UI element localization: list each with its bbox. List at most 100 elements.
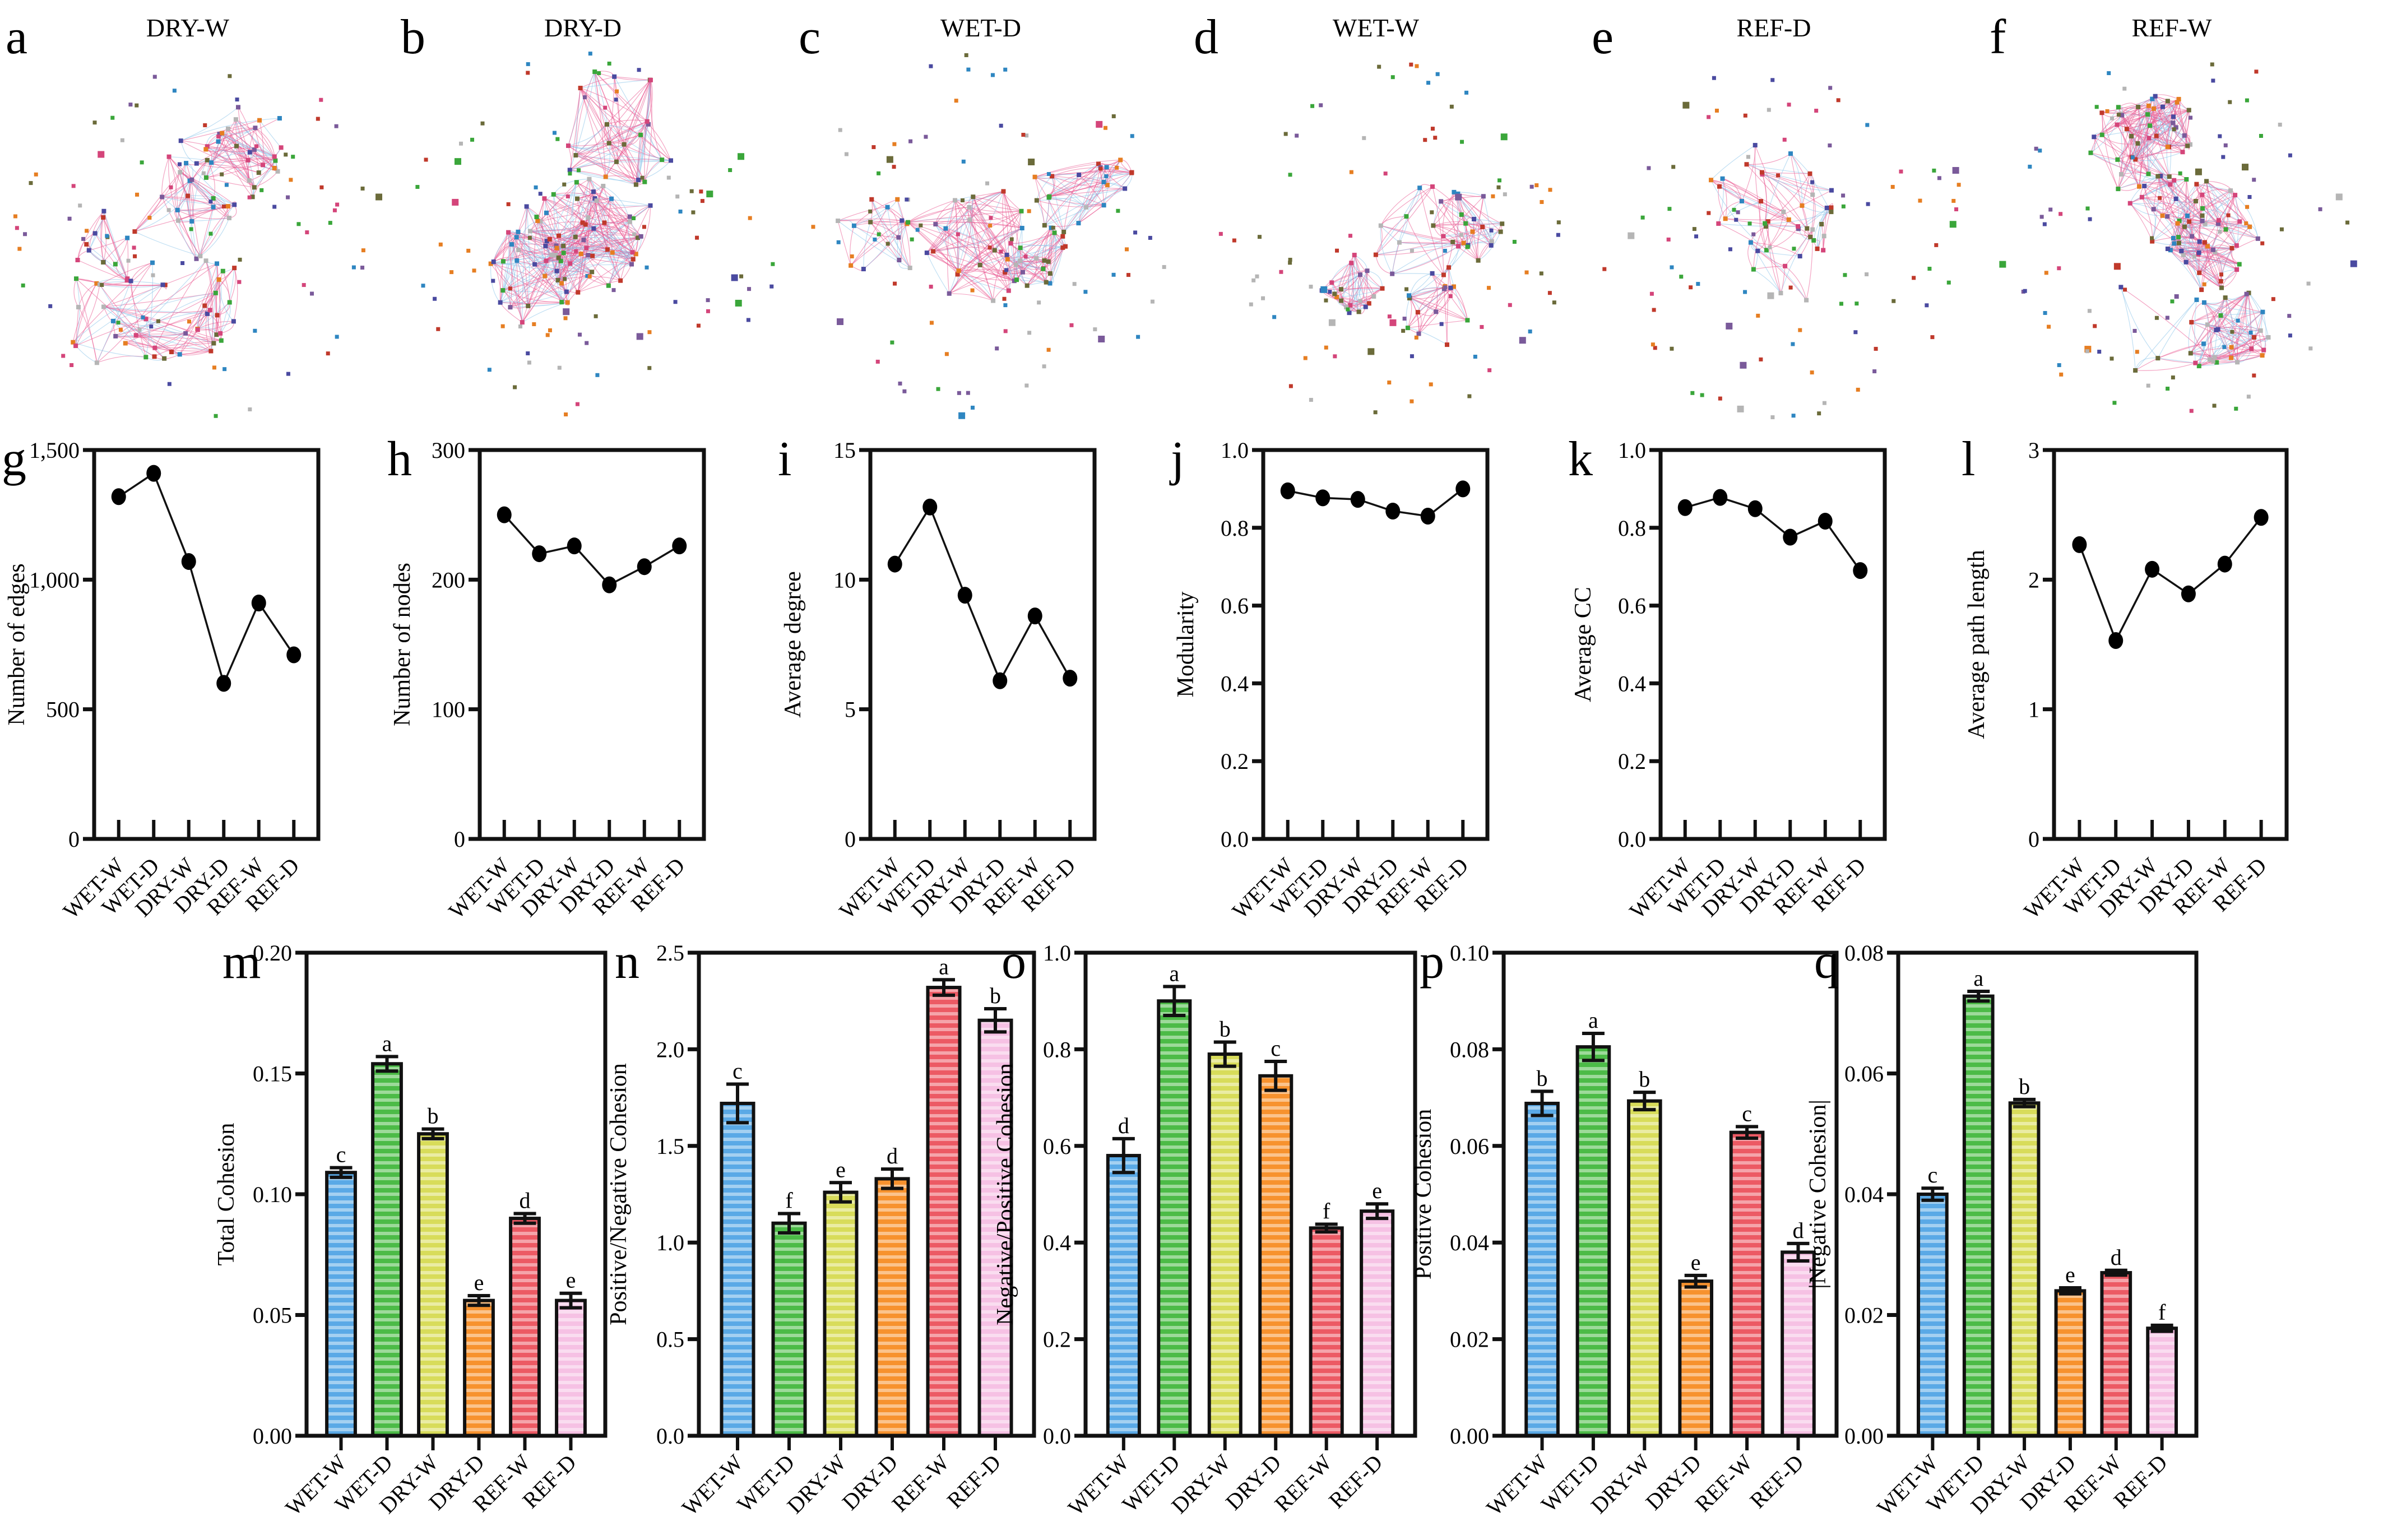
network-node: [1105, 183, 1110, 188]
network-node: [360, 266, 365, 270]
network-node: [1853, 330, 1858, 335]
positive-edge: [575, 80, 651, 156]
bar-hatch: [1630, 1102, 1659, 1434]
network-node: [2288, 333, 2292, 338]
network-node: [1344, 305, 1349, 310]
positive-edge: [2157, 176, 2180, 243]
positive-edge: [568, 145, 637, 185]
network-node: [1050, 174, 1055, 179]
network-node: [92, 231, 98, 236]
network-node: [2216, 221, 2221, 226]
bar-hatch: [2057, 1292, 2083, 1434]
positive-edge: [870, 221, 911, 268]
network-node: [1821, 234, 1826, 239]
network-node: [1556, 233, 1560, 237]
network-node: [2182, 224, 2187, 229]
y-tick-label: 1.0: [1043, 940, 1071, 966]
network-node: [1602, 267, 1607, 271]
network-node: [516, 229, 521, 234]
network-node: [861, 267, 866, 272]
negative-edge: [1392, 242, 1453, 275]
network-node: [2110, 116, 2114, 120]
positive-edge: [96, 355, 146, 363]
network-node: [335, 202, 340, 207]
network-node: [1464, 90, 1469, 95]
network-node: [319, 185, 324, 189]
network-node: [1670, 346, 1674, 351]
negative-edge: [2138, 106, 2149, 174]
positive-edge: [1750, 242, 1801, 257]
positive-edge: [180, 140, 259, 173]
network-node: [2146, 136, 2152, 141]
network-node: [2213, 249, 2218, 254]
network-node: [201, 171, 206, 175]
network-node: [645, 265, 649, 270]
network-node: [1498, 229, 1503, 234]
positive-edge: [558, 205, 651, 281]
significance-letter: c: [1742, 1101, 1752, 1126]
network-node: [2132, 328, 2137, 333]
positive-edge: [585, 224, 633, 253]
network-node: [203, 258, 208, 263]
network-node: [491, 259, 496, 265]
network-node: [587, 274, 592, 279]
network-node: [335, 335, 339, 339]
network-node: [588, 52, 592, 56]
positive-edge: [593, 228, 634, 260]
negative-edge: [2194, 299, 2197, 363]
network-node: [216, 139, 221, 144]
negative-edge: [605, 143, 610, 177]
network-node: [991, 298, 996, 303]
network-node: [647, 330, 652, 335]
x-tick-label: WET-W: [1481, 1449, 1552, 1520]
network-node: [1319, 103, 1323, 108]
negative-edge: [145, 319, 165, 359]
negative-edge: [490, 254, 552, 265]
network-node: [1640, 215, 1645, 220]
positive-edge: [850, 207, 888, 266]
network-node: [1839, 301, 1843, 306]
network-node: [2171, 120, 2176, 126]
network-node: [2202, 240, 2207, 245]
network-node: [1028, 158, 1035, 165]
negative-edge: [1409, 267, 1449, 299]
negative-edge: [96, 281, 132, 363]
negative-edge: [568, 145, 671, 161]
network-node: [2113, 263, 2121, 270]
network-node: [1459, 233, 1463, 237]
data-point-wet-w: [887, 555, 902, 573]
network-node: [1487, 368, 1492, 373]
network-node: [2197, 270, 2202, 275]
network-node: [2168, 182, 2173, 187]
panel-label: b: [401, 10, 425, 64]
negative-edge: [1761, 171, 1832, 191]
positive-edge: [1761, 172, 1767, 224]
positive-edge: [508, 232, 568, 303]
network-node: [2120, 113, 2125, 118]
network-node: [305, 230, 309, 235]
network-node: [78, 203, 82, 208]
network-node: [602, 220, 607, 225]
positive-edge: [947, 200, 956, 294]
network-node: [1865, 123, 1870, 127]
positive-edge: [545, 216, 630, 247]
network-node: [556, 255, 561, 260]
network-node: [2233, 193, 2238, 198]
network-node: [844, 152, 849, 156]
network-node: [211, 205, 216, 210]
network-node: [1712, 76, 1716, 80]
network-node: [2182, 133, 2187, 138]
network-node: [908, 139, 913, 143]
negative-edge: [1448, 267, 1468, 321]
network-node: [279, 145, 284, 150]
network-node: [633, 252, 638, 257]
network-edges: [837, 159, 1133, 301]
significance-letter: e: [836, 1157, 846, 1182]
network-node: [2244, 221, 2248, 226]
network-node: [1856, 387, 1860, 392]
network-node: [1261, 296, 1265, 300]
network-node: [1734, 217, 1738, 222]
bar-hatch: [420, 1135, 446, 1434]
network-node: [1356, 309, 1361, 314]
